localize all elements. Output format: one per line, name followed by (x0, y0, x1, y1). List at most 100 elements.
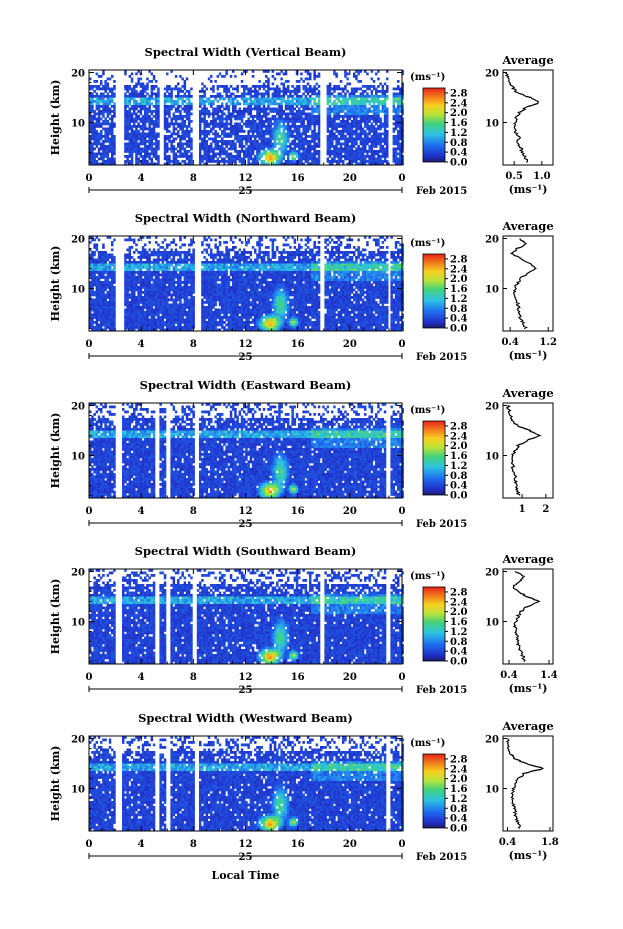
heatmap-cell (91, 261, 94, 264)
heatmap-cell (399, 142, 402, 146)
heatmap-cell (95, 286, 99, 289)
heatmap-cell (359, 120, 363, 123)
heatmap-cell (276, 130, 279, 133)
heatmap-cell (201, 286, 204, 289)
heatmap-cell (236, 110, 239, 113)
heatmap-cell (353, 152, 356, 156)
heatmap-cell (163, 102, 167, 106)
heatmap-cell (401, 117, 404, 121)
heatmap-cell (249, 87, 253, 91)
heatmap-cell (273, 97, 277, 101)
heatmap-cell (251, 117, 255, 121)
heatmap-cell (179, 263, 182, 267)
heatmap-cell (304, 140, 308, 143)
heatmap-cell (227, 140, 231, 143)
heatmap-cell (128, 125, 132, 128)
heatmap-cell (113, 80, 116, 83)
heatmap-cell (348, 152, 352, 156)
heatmap-cell (174, 261, 178, 264)
heatmap-cell (141, 157, 145, 161)
heatmap-cell (108, 122, 112, 126)
heatmap-cell (152, 321, 156, 324)
heatmap-cell (188, 316, 191, 319)
heatmap-cell (183, 328, 187, 332)
heatmap-cell (181, 127, 184, 131)
heatmap-cell (247, 157, 250, 161)
heatmap-cell (139, 117, 143, 121)
heatmap-cell (245, 155, 248, 158)
heatmap-cell (91, 263, 94, 267)
heatmap-cell (172, 308, 176, 312)
heatmap-cell (267, 125, 270, 128)
heatmap-cell (205, 296, 209, 299)
heatmap-cell (207, 306, 211, 309)
heatmap-cell (135, 318, 138, 322)
heatmap-cell (168, 306, 171, 309)
heatmap-cell (273, 122, 277, 126)
heatmap-cell (155, 132, 158, 136)
heatmap-cell (183, 147, 187, 151)
heatmap-cell (350, 125, 354, 128)
heatmap-cell (269, 157, 272, 161)
heatmap-cell (104, 328, 107, 332)
heatmap-cell (139, 97, 143, 101)
heatmap-cell (265, 112, 268, 116)
heatmap-cell (150, 85, 154, 88)
heatmap-cell (344, 102, 347, 106)
heatmap-cell (216, 160, 220, 163)
heatmap-cell (199, 130, 202, 133)
heatmap-cell (185, 97, 189, 101)
heatmap-cell (311, 110, 314, 113)
heatmap-cell (300, 105, 303, 108)
heatmap-cell (148, 256, 151, 259)
heatmap-cell (128, 281, 132, 284)
heatmap-cell (177, 162, 180, 166)
heatmap-cell (304, 132, 308, 136)
heatmap-cell (135, 306, 138, 309)
heatmap-cell (126, 286, 129, 289)
heatmap-cell (366, 122, 369, 126)
heatmap-cell (137, 311, 140, 314)
heatmap-cell (130, 308, 134, 312)
heatmap-cell (95, 298, 99, 302)
heatmap-cell (240, 97, 244, 101)
heatmap-cell (155, 303, 158, 307)
heatmap-cell (333, 110, 336, 113)
heatmap-cell (223, 87, 226, 91)
heatmap-cell (300, 140, 303, 143)
heatmap-cell (157, 313, 160, 317)
heatmap-cell (185, 142, 189, 146)
heatmap-cell (284, 160, 288, 163)
heatmap-cell (104, 276, 107, 279)
heatmap-cell (183, 263, 187, 267)
heatmap-cell (183, 278, 187, 282)
heatmap-cell (179, 291, 182, 294)
heatmap-cell (335, 102, 338, 106)
heatmap-cell (218, 105, 222, 108)
heatmap-cell (350, 130, 354, 133)
heatmap-cell (392, 107, 396, 111)
heatmap-cell (267, 155, 270, 158)
heatmap-cell (355, 75, 358, 78)
heatmap-cell (205, 291, 209, 294)
heatmap-cell (245, 102, 248, 106)
heatmap-cell (302, 87, 305, 91)
heatmap-cell (135, 263, 138, 267)
heatmap-cell (152, 301, 156, 304)
heatmap-cell (172, 160, 176, 163)
heatmap-cell (306, 77, 310, 81)
heatmap-cell (139, 306, 143, 309)
heatmap-cell (155, 97, 158, 101)
heatmap-cell (141, 271, 145, 274)
heatmap-cell (111, 323, 114, 327)
heatmap-cell (399, 162, 402, 166)
heatmap-cell (298, 80, 301, 83)
heatmap-cell (372, 145, 376, 148)
heatmap-cell (163, 162, 167, 166)
heatmap-cell (247, 117, 250, 121)
heatmap-cell (346, 120, 349, 123)
heatmap-cell (399, 132, 402, 136)
heatmap-cell (207, 157, 211, 161)
heatmap-cell (102, 256, 105, 259)
